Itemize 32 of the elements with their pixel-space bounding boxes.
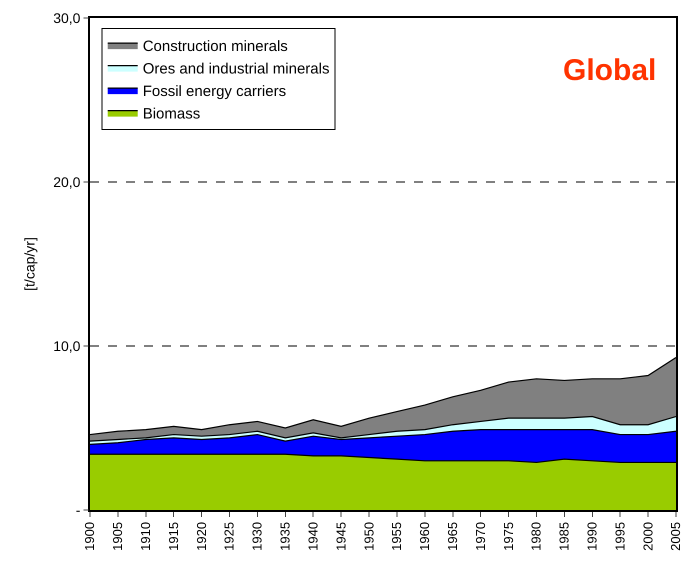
x-tick-label: 1975: [500, 522, 516, 551]
x-tick-label: 1935: [278, 522, 293, 551]
legend-label: Ores and industrial minerals: [142, 60, 330, 78]
y-tick-label: 30,0: [53, 10, 81, 26]
x-tick-label: 2005: [668, 522, 684, 551]
y-tick-label: -: [76, 502, 81, 518]
x-tick-label: 1960: [417, 522, 432, 551]
x-tick-label: 1900: [82, 522, 98, 551]
y-tick-label: 20,0: [53, 174, 81, 190]
x-tick-label: 2000: [640, 522, 656, 551]
x-tick-label: 1910: [138, 522, 154, 551]
x-tick-label: 1905: [110, 522, 126, 551]
x-tick-label: 1950: [361, 522, 376, 551]
x-tick-label: 1920: [194, 522, 209, 551]
x-tick-label: 1965: [444, 522, 460, 551]
x-tick-label: 1930: [250, 522, 265, 551]
x-tick-label: 1995: [612, 522, 628, 551]
x-tick-label: 1970: [472, 522, 488, 551]
x-tick-label: 1915: [166, 522, 181, 551]
x-tick-label: 1925: [222, 522, 237, 551]
legend-label: Construction minerals: [142, 38, 288, 55]
x-tick-label: 1980: [528, 522, 544, 551]
y-axis-title: [t/cap/yr]: [21, 237, 38, 291]
x-tick-label: 1990: [584, 522, 600, 551]
x-tick-label: 1985: [556, 522, 572, 551]
y-tick-label: 10,0: [53, 338, 81, 354]
legend-label: Biomass: [142, 105, 200, 122]
x-tick-label: 1955: [389, 522, 404, 551]
x-tick-label: 1940: [305, 522, 320, 551]
text: Global: [563, 54, 656, 87]
legend-label: Fossil energy carriers: [142, 82, 286, 100]
x-tick-label: 1945: [333, 522, 348, 551]
